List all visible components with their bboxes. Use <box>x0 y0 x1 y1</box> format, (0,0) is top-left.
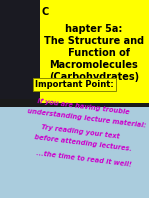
Text: Important Point:: Important Point: <box>35 80 114 89</box>
Bar <box>0 99 149 107</box>
Bar <box>40 0 149 103</box>
Text: before attending lectures.: before attending lectures. <box>34 133 132 152</box>
Bar <box>107 4 149 59</box>
Bar <box>0 0 149 103</box>
Text: ...the time to read it well!: ...the time to read it well! <box>35 149 131 167</box>
Text: understanding lecture material:: understanding lecture material: <box>27 108 146 128</box>
Text: hapter 5a:
The Structure and
   Function of
Macromolecules
(Carbohydrates): hapter 5a: The Structure and Function of… <box>44 25 144 82</box>
Bar <box>0 0 42 103</box>
Polygon shape <box>0 0 42 95</box>
Text: If you are having trouble: If you are having trouble <box>37 98 130 116</box>
Text: C: C <box>41 7 48 17</box>
Text: Try reading your text: Try reading your text <box>41 124 120 140</box>
Bar <box>0 103 149 198</box>
